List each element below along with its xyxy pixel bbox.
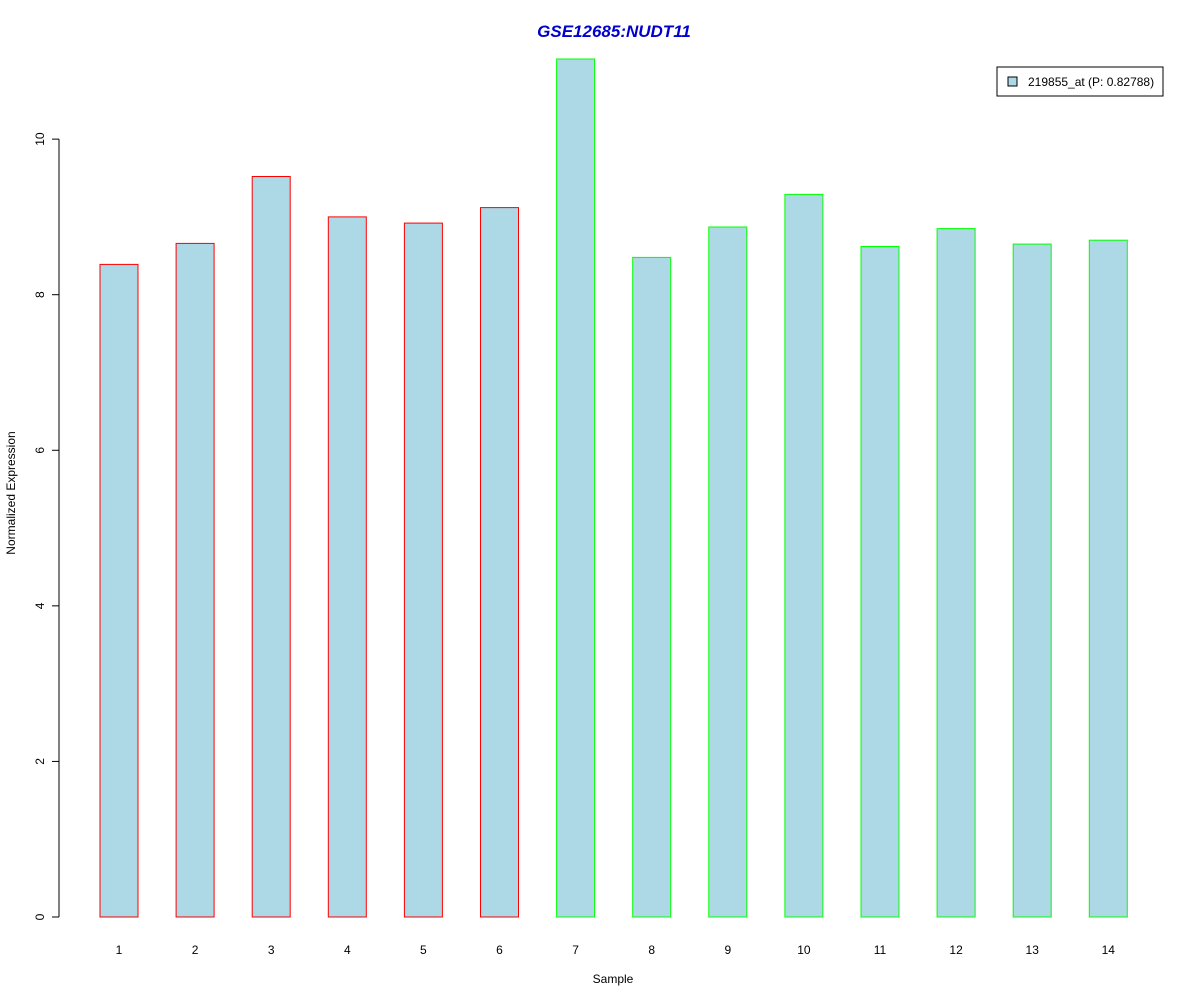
bar-sample-13 [1012, 243, 1052, 918]
x-tick-label: 8 [648, 943, 655, 957]
x-tick-label: 2 [192, 943, 199, 957]
x-tick-label: 14 [1102, 943, 1116, 957]
bars [99, 58, 1128, 918]
x-axis-label: Sample [593, 972, 634, 986]
bar-sample-9 [708, 226, 748, 918]
x-tick-label: 1 [116, 943, 123, 957]
x-tick-label: 5 [420, 943, 427, 957]
x-tick-label: 9 [724, 943, 731, 957]
x-tick-label: 13 [1026, 943, 1040, 957]
y-tick-label: 0 [33, 913, 47, 920]
y-tick-label: 8 [33, 291, 47, 298]
x-tick-label: 3 [268, 943, 275, 957]
bar-sample-6 [480, 207, 519, 918]
bar-sample-5 [403, 222, 443, 918]
bar-sample-11 [860, 246, 900, 918]
bar-sample-4 [327, 216, 367, 918]
bar-sample-10 [784, 193, 824, 918]
bar-sample-12 [936, 228, 976, 918]
y-tick-label: 10 [33, 132, 47, 146]
y-tick-label: 6 [33, 447, 47, 454]
x-tick-label: 6 [496, 943, 503, 957]
chart-title: GSE12685:NUDT11 [537, 22, 691, 41]
x-tick-label: 11 [874, 943, 887, 957]
y-axis: 0 2 4 6 8 10 [33, 132, 60, 920]
bar-sample-8 [632, 256, 672, 918]
bar-sample-1 [99, 263, 139, 918]
bar-sample-7 [556, 58, 596, 918]
x-axis: 1 2 3 4 5 6 7 8 9 10 11 12 13 14 [116, 943, 1116, 957]
bar-sample-14 [1088, 239, 1128, 918]
legend-swatch [1007, 76, 1018, 87]
y-tick-label: 2 [33, 758, 47, 765]
y-axis-label: Normalized Expression [4, 431, 18, 554]
x-tick-label: 10 [797, 943, 811, 957]
y-tick-label: 4 [33, 602, 47, 609]
x-tick-label: 12 [949, 943, 963, 957]
x-tick-label: 4 [344, 943, 351, 957]
legend-entry: 219855_at (P: 0.82788) [1028, 75, 1154, 89]
x-tick-label: 7 [572, 943, 579, 957]
legend: 219855_at (P: 0.82788) [996, 66, 1164, 97]
bar-sample-2 [175, 242, 215, 918]
bar-sample-3 [251, 176, 291, 918]
legend-box [996, 66, 1164, 97]
